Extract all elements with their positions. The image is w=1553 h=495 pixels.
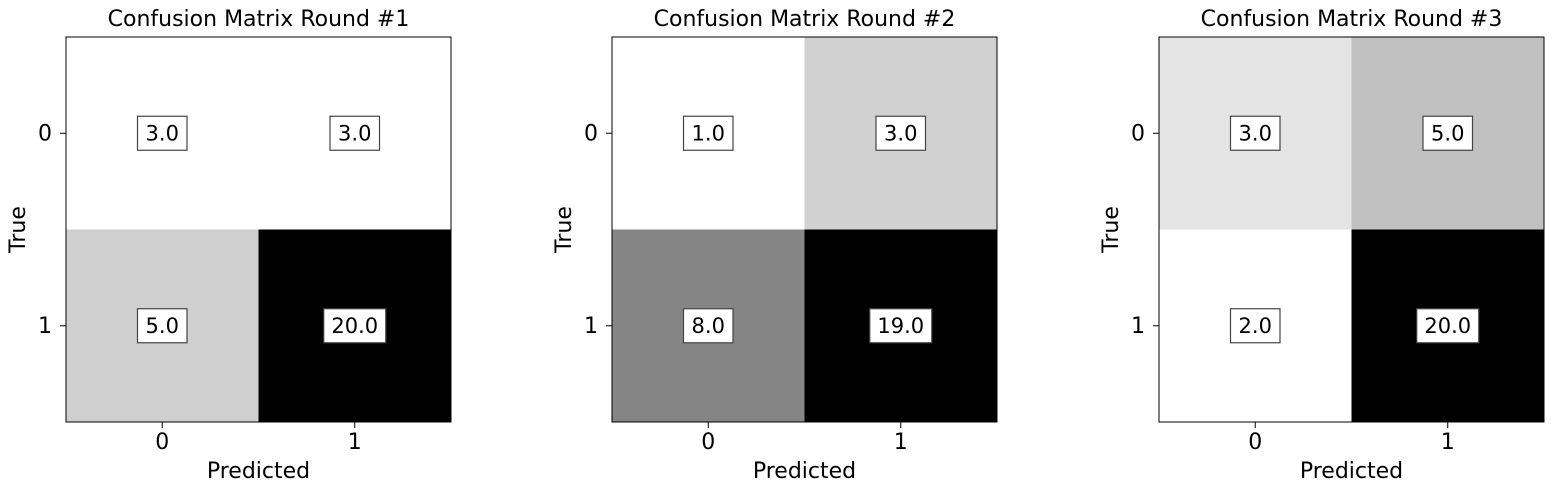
x-tick-label: 1 xyxy=(1441,430,1455,455)
value-label: 3.0 xyxy=(338,121,371,145)
value-label-box xyxy=(136,308,188,344)
plot-frame xyxy=(611,36,998,423)
confusion-matrix-panel-2: 1.0 3.0 8.0 19.0 0 1 0 1 Confusion Matrix Round … xyxy=(552,7,998,484)
y-tick-label: 0 xyxy=(584,121,598,146)
x-axis-label: Predicted xyxy=(207,459,310,484)
confusion-matrix-panel-1: 3.0 3.0 5.0 20.0 0 1 0 1 Confusion Matrix Round … xyxy=(6,7,452,484)
chart-title: Confusion Matrix Round #3 xyxy=(1201,7,1503,32)
x-tick-label: 1 xyxy=(894,430,908,455)
value-label: 5.0 xyxy=(1431,121,1464,145)
value-label: 20.0 xyxy=(331,314,378,338)
y-tick-label: 1 xyxy=(1131,314,1145,339)
chart-title: Confusion Matrix Round #1 xyxy=(108,7,410,32)
x-tick-label: 1 xyxy=(348,430,362,455)
value-label: 1.0 xyxy=(692,121,725,145)
chart-title: Confusion Matrix Round #2 xyxy=(654,7,956,32)
value-label-box xyxy=(1422,115,1474,151)
x-tick-label: 0 xyxy=(155,430,169,455)
x-axis-label: Predicted xyxy=(753,459,856,484)
value-label-box xyxy=(329,115,381,151)
y-axis-label: True xyxy=(1099,206,1124,254)
value-label-box xyxy=(869,308,933,344)
value-label: 5.0 xyxy=(146,314,179,338)
value-label-box xyxy=(682,115,734,151)
value-label-box xyxy=(1229,308,1281,344)
value-label: 20.0 xyxy=(1424,314,1471,338)
value-label-box xyxy=(682,308,734,344)
y-axis-label: True xyxy=(6,206,31,254)
y-tick-label: 1 xyxy=(584,314,598,339)
value-label: 3.0 xyxy=(146,121,179,145)
value-label-box xyxy=(1416,308,1480,344)
value-label-box xyxy=(875,115,927,151)
plot-frame xyxy=(65,36,452,423)
value-label: 2.0 xyxy=(1239,314,1272,338)
x-tick-label: 0 xyxy=(1248,430,1262,455)
y-axis-label: True xyxy=(552,206,577,254)
value-label-box xyxy=(136,115,188,151)
value-label: 8.0 xyxy=(692,314,725,338)
value-label: 3.0 xyxy=(1239,121,1272,145)
x-tick-label: 0 xyxy=(701,430,715,455)
value-label: 19.0 xyxy=(877,314,924,338)
value-label-box xyxy=(323,308,387,344)
value-label-box xyxy=(1229,115,1281,151)
confusion-matrix-panel-3: 3.0 5.0 2.0 20.0 0 1 0 1 Confusion Matrix Round … xyxy=(1099,7,1545,484)
x-axis-label: Predicted xyxy=(1300,459,1403,484)
y-tick-label: 1 xyxy=(38,314,52,339)
y-tick-label: 0 xyxy=(1131,121,1145,146)
value-label: 3.0 xyxy=(884,121,917,145)
y-tick-label: 0 xyxy=(38,121,52,146)
plot-frame xyxy=(1158,36,1545,423)
